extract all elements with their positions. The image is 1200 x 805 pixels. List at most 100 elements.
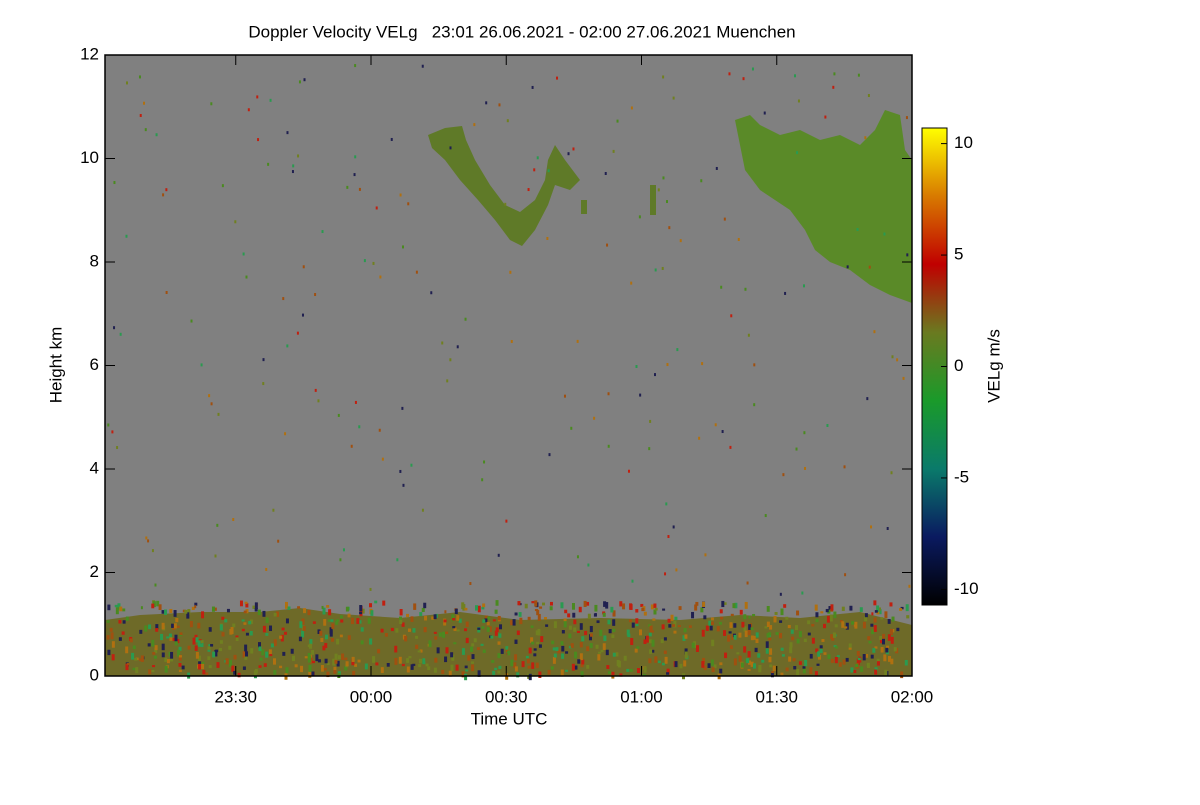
speckle [720,285,723,289]
speckle [871,629,875,635]
cloud [735,110,912,303]
speckle [827,654,831,659]
speckle [886,645,890,649]
speckle [129,638,133,643]
speckle [902,376,905,380]
speckle [421,64,424,68]
speckle [333,666,337,673]
speckle [257,138,260,142]
speckle [674,616,678,621]
speckle [358,620,362,624]
speckle [746,658,750,664]
speckle [612,652,616,657]
speckle [734,602,738,609]
speckle [421,508,424,512]
speckle [844,573,847,577]
speckle [753,363,756,367]
speckle [210,402,213,406]
speckle [586,665,590,669]
speckle [354,64,357,68]
speckle [683,627,687,633]
speckle [169,608,173,614]
speckle [598,651,602,654]
speckle [597,654,601,661]
speckle [751,67,754,71]
speckle [732,603,736,609]
speckle [843,465,846,469]
speckle [780,647,784,651]
speckle [661,266,664,270]
speckle [154,647,158,654]
speckle [302,265,305,269]
speckle [477,605,481,613]
speckle [497,641,501,645]
speckle [406,613,410,618]
speckle [750,627,754,631]
speckle [774,611,778,615]
speckle [639,629,643,636]
speckle [635,609,639,613]
speckle [546,236,549,240]
speckle [428,640,432,648]
speckle [324,642,328,648]
speckle [716,626,720,632]
speckle [444,656,448,663]
speckle [358,187,361,191]
speckle [156,600,160,607]
speckle [648,624,652,627]
speckle [748,624,752,630]
speckle [654,607,658,611]
speckle [556,76,559,80]
speckle [219,640,223,644]
speckle [769,664,773,668]
speckle [386,662,390,667]
speckle [789,642,793,648]
speckle [906,615,910,619]
speckle [417,650,421,653]
speckle [664,656,668,664]
speckle [531,601,535,604]
speckle [219,624,223,631]
speckle [211,606,215,612]
speckle [176,625,180,629]
speckle [111,430,114,434]
speckle [382,600,386,606]
speckle [253,670,257,677]
speckle [626,668,630,672]
speckle [552,647,556,651]
speckle [333,670,337,674]
speckle [122,608,126,612]
speckle [170,651,174,659]
speckle [235,637,239,642]
speckle [499,624,503,630]
speckle [854,621,858,629]
speckle [131,652,135,660]
speckle [257,642,261,648]
speckle [483,460,486,464]
speckle [866,662,870,669]
speckle [831,637,835,641]
x-tick-label: 02:00 [891,687,934,706]
speckle [657,660,661,664]
speckle [345,606,349,612]
speckle [399,608,403,616]
speckle [728,631,732,634]
speckle [494,667,498,671]
speckle [143,101,146,105]
speckle [322,645,326,651]
speckle [360,640,364,645]
speckle [881,638,885,645]
speckle [505,519,508,523]
speckle [708,620,712,626]
speckle [327,619,331,622]
speckle [239,600,243,607]
speckle [634,648,638,653]
speckle [890,636,894,644]
speckle [543,617,547,620]
speckle [668,624,672,628]
speckle [906,253,909,257]
speckle [441,341,444,345]
speckle [827,609,831,614]
speckle [219,648,223,652]
speckle [187,645,191,650]
